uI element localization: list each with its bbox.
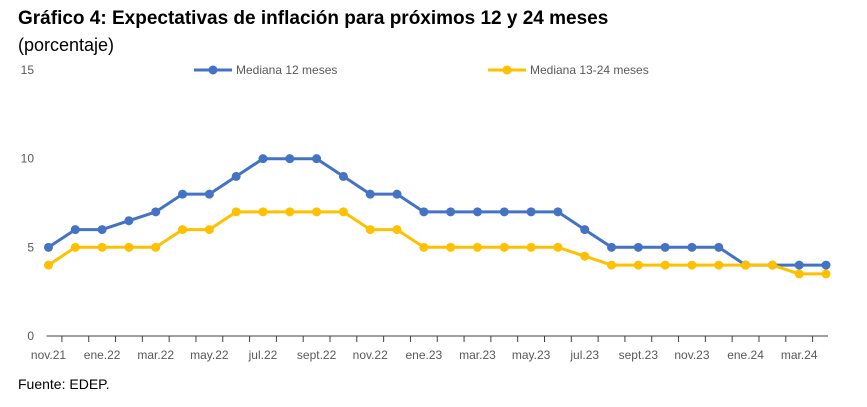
data-point xyxy=(714,260,724,270)
data-point xyxy=(446,207,456,217)
data-point xyxy=(178,189,188,199)
data-point xyxy=(714,242,724,252)
y-tick-label: 0 xyxy=(27,329,34,343)
chart-title: Gráfico 4: Expectativas de inflación par… xyxy=(18,8,609,29)
legend-marker xyxy=(208,65,218,75)
legend-marker xyxy=(502,65,512,75)
data-point xyxy=(821,260,831,270)
data-point xyxy=(97,225,107,235)
data-point xyxy=(204,189,214,199)
y-tick-label: 15 xyxy=(21,63,35,77)
data-point xyxy=(741,260,751,270)
legend-label: Mediana 13-24 meses xyxy=(530,63,649,77)
series-2 xyxy=(44,207,831,279)
legend-label: Mediana 12 meses xyxy=(236,63,337,77)
x-tick-label: ene.24 xyxy=(727,348,764,362)
data-point xyxy=(687,242,697,252)
data-point xyxy=(124,216,134,226)
data-point xyxy=(660,242,670,252)
data-point xyxy=(312,154,322,164)
data-point xyxy=(633,260,643,270)
data-point xyxy=(338,171,348,181)
data-point xyxy=(365,225,375,235)
x-tick-label: jul.23 xyxy=(569,348,599,362)
x-tick-label: sept.23 xyxy=(619,348,659,362)
data-point xyxy=(499,207,509,217)
data-point xyxy=(258,207,268,217)
data-point xyxy=(419,242,429,252)
data-point xyxy=(794,269,804,279)
y-tick-label: 10 xyxy=(21,152,35,166)
data-point xyxy=(767,260,777,270)
data-point xyxy=(580,251,590,261)
data-point xyxy=(499,242,509,252)
data-point xyxy=(821,269,831,279)
legend-item: Mediana 12 meses xyxy=(194,63,337,77)
data-point xyxy=(97,242,107,252)
data-point xyxy=(633,242,643,252)
x-tick-label: nov.23 xyxy=(674,348,709,362)
data-point xyxy=(472,242,482,252)
data-point xyxy=(204,225,214,235)
y-axis-labels: 0 5 10 15 xyxy=(21,63,35,343)
data-point xyxy=(365,189,375,199)
data-point xyxy=(44,242,53,252)
data-point xyxy=(392,225,402,235)
data-point xyxy=(392,189,402,199)
series-1 xyxy=(44,154,831,270)
data-point xyxy=(580,225,590,235)
x-tick-label: jul.22 xyxy=(248,348,278,362)
data-point xyxy=(607,242,617,252)
data-point xyxy=(285,154,295,164)
data-point xyxy=(258,154,268,164)
data-point xyxy=(178,225,188,235)
series-line xyxy=(47,157,826,267)
data-point xyxy=(231,207,241,217)
series-layer xyxy=(44,154,831,279)
data-point xyxy=(446,242,456,252)
data-point xyxy=(553,242,563,252)
x-tick-label: mar.22 xyxy=(137,348,174,362)
data-point xyxy=(231,171,241,181)
x-tick-label: mar.24 xyxy=(781,348,818,362)
data-point xyxy=(338,207,348,217)
data-point xyxy=(285,207,295,217)
data-point xyxy=(151,242,161,252)
legend-item: Mediana 13-24 meses xyxy=(488,63,649,77)
x-tick-label: mar.23 xyxy=(459,348,496,362)
data-point xyxy=(794,260,804,270)
data-point xyxy=(70,242,80,252)
x-tick-label: ene.22 xyxy=(84,348,121,362)
x-axis: nov.21 ene.22 mar.22 may.22 jul.22 sept.22 nov… xyxy=(31,335,828,362)
data-point xyxy=(526,242,536,252)
x-tick-label: ene.23 xyxy=(405,348,442,362)
data-point xyxy=(70,225,80,235)
data-point xyxy=(44,260,53,270)
data-point xyxy=(660,260,670,270)
x-tick-label: may.23 xyxy=(512,348,551,362)
source-note: Fuente: EDEP. xyxy=(18,376,110,392)
x-tick-label: nov.21 xyxy=(31,348,66,362)
y-tick-label: 5 xyxy=(27,240,34,254)
data-point xyxy=(472,207,482,217)
chart-subtitle: (porcentaje) xyxy=(18,35,115,55)
data-point xyxy=(312,207,322,217)
legend: Mediana 12 meses Mediana 13-24 meses xyxy=(194,63,649,77)
data-point xyxy=(151,207,161,217)
x-tick-label: nov.22 xyxy=(353,348,388,362)
data-point xyxy=(607,260,617,270)
data-point xyxy=(553,207,563,217)
x-tick-label: sept.22 xyxy=(297,348,337,362)
data-point xyxy=(526,207,536,217)
data-point xyxy=(124,242,134,252)
data-point xyxy=(419,207,429,217)
series-line xyxy=(47,210,826,276)
x-tick-label: may.22 xyxy=(190,348,229,362)
data-point xyxy=(687,260,697,270)
